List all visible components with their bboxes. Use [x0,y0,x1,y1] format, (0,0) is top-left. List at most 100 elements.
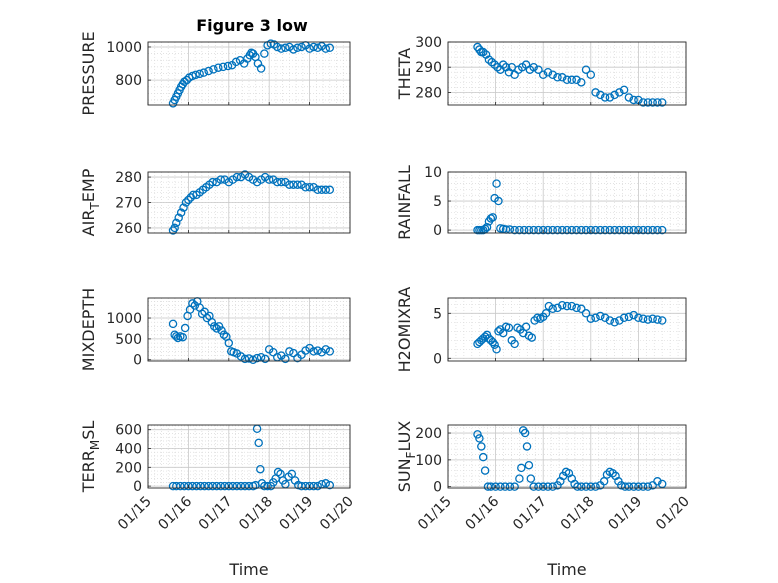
data-point [254,438,263,448]
data-point [543,482,553,491]
data-point [289,180,298,189]
data-point [217,326,226,335]
data-point [553,225,562,235]
data-point [184,481,193,491]
axes-box [447,41,687,106]
data-point [538,70,548,80]
data-point [548,225,557,235]
x-tick-label: 01/19 [277,494,317,534]
subplot-5: 0 500 1000 MIXDEPTH [79,288,351,371]
data-point [325,347,335,356]
data-point [505,482,515,491]
data-point [624,93,634,102]
data-point [638,482,648,491]
data-point [195,69,204,79]
data-point [176,481,185,491]
data-point [534,225,543,235]
data-point [543,67,553,77]
data-point [174,213,183,222]
data-point [301,182,310,192]
y-axis-label: TERRMSL [79,421,102,494]
data-point [619,225,629,235]
data-point [596,225,605,235]
data-point [577,304,586,314]
y-axis-label: PRESSURE [79,31,98,115]
data-point [260,354,270,364]
data-point [220,481,230,491]
data-point [232,481,242,491]
data-point [475,434,484,443]
data-point [273,467,283,477]
data-point [600,225,610,235]
data-point [529,62,538,72]
data-point [620,482,630,491]
data-point [610,225,619,235]
data-point [192,481,201,491]
y-tick-label: 1000 [106,40,142,56]
y-tick-label: 200 [415,426,442,442]
data-point [653,477,662,486]
data-point [214,322,224,331]
data-point [517,463,526,473]
data-point [605,93,615,102]
data-point [224,481,234,491]
y-axis-label: THETA [395,48,414,100]
data-point [591,482,600,491]
data-point [480,224,490,234]
y-tick-label: 300 [415,35,442,51]
data-point [608,469,617,478]
y-tick-label: 200 [115,460,142,476]
y-tick-label: 5 [433,306,442,322]
data-point [562,225,572,235]
data-point [482,222,492,232]
data-point [289,348,298,358]
data-point [572,75,581,85]
data-point [529,225,538,235]
data-point [180,77,189,87]
x-tick-label: 01/20 [653,494,693,534]
data-point [293,43,302,53]
data-point [527,333,537,342]
x-tick-label: 01/15 [115,494,155,534]
data-point [488,213,497,222]
data-point [228,481,238,491]
data-point [577,78,586,87]
data-point [172,481,181,491]
data-point [273,42,282,52]
data-point [548,70,557,80]
axes-box [147,297,351,362]
data-point [256,64,266,73]
data-point [209,65,218,74]
data-point [596,90,605,100]
x-tick-label: 01/16 [463,493,503,533]
data-point [224,338,234,348]
y-tick-label: 10 [424,165,442,181]
data-point [208,177,217,187]
axes-box [447,171,687,234]
data-point [219,330,229,339]
data-point [510,482,519,491]
data-point [281,354,290,364]
data-point [600,93,610,102]
data-point [297,42,306,52]
data-point [281,43,290,53]
y-tick-label: 400 [115,442,142,458]
data-point [216,175,225,184]
data-point [252,353,262,363]
y-tick-label: 500 [115,332,142,348]
data-point [309,42,318,52]
data-point [321,44,331,53]
x-tick-label: 01/17 [510,494,550,534]
data-point [520,428,530,438]
data-point [244,354,254,363]
data-point [317,185,326,195]
data-point [240,481,250,491]
data-point [236,481,246,491]
y-axis-label: AIRTEMP [79,168,102,236]
data-point [313,185,322,195]
data-point [285,180,294,189]
data-point [557,73,567,82]
data-point [207,317,217,327]
